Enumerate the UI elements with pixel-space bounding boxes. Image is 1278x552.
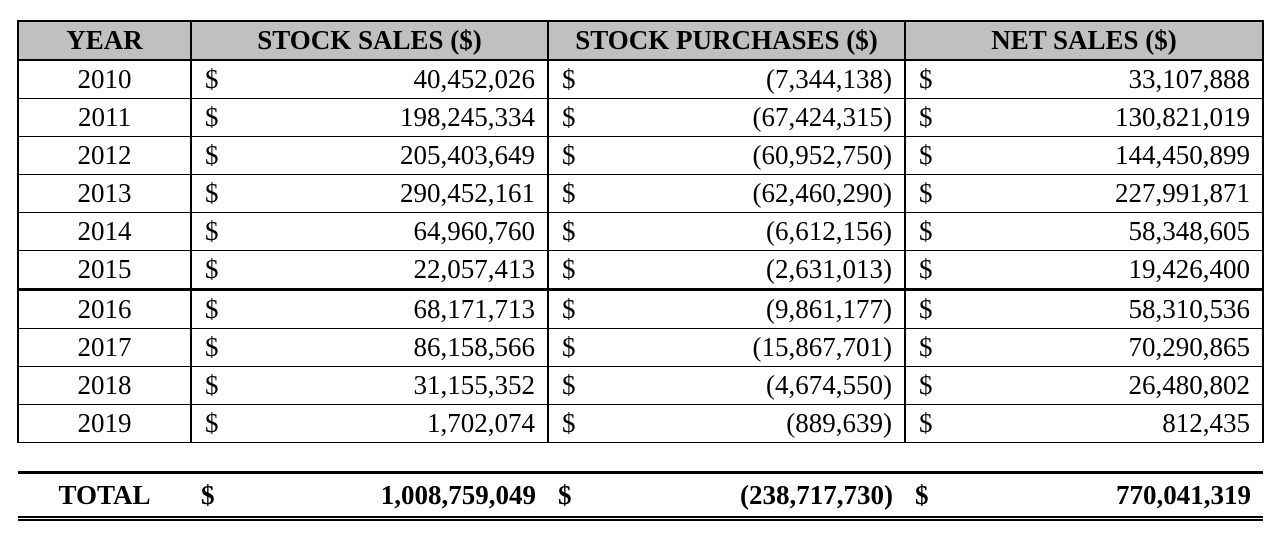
stock-purchases-cell: (2,631,013) [588, 250, 907, 291]
total-stock-purchases: (238,717,730) [588, 471, 906, 521]
net-sales-cell: 26,480,802 [945, 366, 1265, 405]
net-sales-cell: 70,290,865 [945, 328, 1265, 367]
stock-purchases-cell: (9,861,177) [588, 289, 907, 329]
currency-symbol: $ [905, 404, 946, 443]
currency-symbol: $ [548, 328, 589, 367]
currency-symbol: $ [191, 60, 231, 99]
table-row: 2017 $ 86,158,566 $ (15,867,701) $ 70,29… [17, 328, 1265, 367]
currency-symbol: $ [191, 471, 231, 521]
stock-purchases-cell: (7,344,138) [588, 60, 907, 99]
year-cell: 2016 [17, 289, 192, 329]
header-stock-purchases: STOCK PURCHASES ($) [547, 20, 907, 61]
stock-sales-cell: 22,057,413 [231, 250, 550, 291]
stock-sales-table: YEAR STOCK SALES ($) STOCK PURCHASES ($)… [17, 20, 1265, 521]
year-cell: 2014 [17, 212, 192, 251]
year-cell: 2019 [17, 404, 192, 443]
currency-symbol: $ [548, 289, 589, 329]
currency-symbol: $ [191, 98, 231, 137]
currency-symbol: $ [905, 212, 946, 251]
currency-symbol: $ [548, 250, 589, 291]
stock-sales-cell: 68,171,713 [231, 289, 550, 329]
stock-sales-cell: 40,452,026 [231, 60, 550, 99]
currency-symbol: $ [191, 289, 231, 329]
stock-sales-cell: 205,403,649 [231, 136, 550, 175]
stock-sales-cell: 86,158,566 [231, 328, 550, 367]
stock-sales-cell: 64,960,760 [231, 212, 550, 251]
year-cell: 2010 [17, 60, 192, 99]
currency-symbol: $ [548, 212, 589, 251]
stock-sales-cell: 1,702,074 [231, 404, 550, 443]
net-sales-cell: 812,435 [945, 404, 1265, 443]
header-net-sales: NET SALES ($) [904, 20, 1265, 61]
currency-symbol: $ [905, 289, 946, 329]
currency-symbol: $ [905, 136, 946, 175]
table-row: 2015 $ 22,057,413 $ (2,631,013) $ 19,426… [17, 250, 1265, 291]
header-year: YEAR [17, 20, 192, 61]
currency-symbol: $ [548, 60, 589, 99]
year-cell: 2011 [17, 98, 192, 137]
net-sales-cell: 130,821,019 [945, 98, 1265, 137]
stock-purchases-cell: (889,639) [588, 404, 907, 443]
year-cell: 2012 [17, 136, 192, 175]
currency-symbol: $ [905, 174, 946, 213]
currency-symbol: $ [905, 250, 946, 291]
total-row: TOTAL $ 1,008,759,049 $ (238,717,730) $ … [18, 471, 1264, 521]
table-row: 2016 $ 68,171,713 $ (9,861,177) $ 58,310… [17, 289, 1265, 329]
total-stock-sales: 1,008,759,049 [231, 471, 549, 521]
stock-sales-cell: 290,452,161 [231, 174, 550, 213]
net-sales-cell: 33,107,888 [945, 60, 1265, 99]
currency-symbol: $ [905, 471, 946, 521]
year-cell: 2015 [17, 250, 192, 291]
currency-symbol: $ [548, 404, 589, 443]
currency-symbol: $ [905, 366, 946, 405]
table-row: 2018 $ 31,155,352 $ (4,674,550) $ 26,480… [17, 366, 1265, 405]
currency-symbol: $ [191, 404, 231, 443]
table-row: 2010 $ 40,452,026 $ (7,344,138) $ 33,107… [17, 60, 1265, 99]
net-sales-cell: 19,426,400 [945, 250, 1265, 291]
spacer-row [18, 443, 1263, 473]
table-row: 2019 $ 1,702,074 $ (889,639) $ 812,435 [17, 404, 1265, 443]
header-stock-sales: STOCK SALES ($) [189, 20, 550, 61]
total-label: TOTAL [18, 471, 191, 521]
currency-symbol: $ [548, 471, 589, 521]
stock-purchases-cell: (62,460,290) [588, 174, 907, 213]
currency-symbol: $ [191, 250, 231, 291]
table-row: 2014 $ 64,960,760 $ (6,612,156) $ 58,348… [17, 212, 1265, 251]
net-sales-cell: 58,348,605 [945, 212, 1265, 251]
stock-purchases-cell: (15,867,701) [588, 328, 907, 367]
net-sales-cell: 144,450,899 [945, 136, 1265, 175]
currency-symbol: $ [548, 174, 589, 213]
stock-sales-cell: 198,245,334 [231, 98, 550, 137]
currency-symbol: $ [548, 136, 589, 175]
stock-purchases-cell: (67,424,315) [588, 98, 907, 137]
currency-symbol: $ [905, 60, 946, 99]
currency-symbol: $ [905, 328, 946, 367]
year-cell: 2017 [17, 328, 192, 367]
table-row: 2013 $ 290,452,161 $ (62,460,290) $ 227,… [17, 174, 1265, 213]
stock-purchases-cell: (4,674,550) [588, 366, 907, 405]
stock-sales-cell: 31,155,352 [231, 366, 550, 405]
table-row: 2011 $ 198,245,334 $ (67,424,315) $ 130,… [17, 98, 1265, 137]
table-row: 2012 $ 205,403,649 $ (60,952,750) $ 144,… [17, 136, 1265, 175]
total-net-sales: 770,041,319 [945, 471, 1264, 521]
stock-purchases-cell: (60,952,750) [588, 136, 907, 175]
currency-symbol: $ [191, 328, 231, 367]
year-cell: 2013 [17, 174, 192, 213]
currency-symbol: $ [191, 174, 231, 213]
currency-symbol: $ [191, 212, 231, 251]
header-row: YEAR STOCK SALES ($) STOCK PURCHASES ($)… [17, 20, 1265, 61]
stock-purchases-cell: (6,612,156) [588, 212, 907, 251]
net-sales-cell: 58,310,536 [945, 289, 1265, 329]
currency-symbol: $ [191, 136, 231, 175]
year-cell: 2018 [17, 366, 192, 405]
currency-symbol: $ [548, 98, 589, 137]
currency-symbol: $ [905, 98, 946, 137]
currency-symbol: $ [548, 366, 589, 405]
currency-symbol: $ [191, 366, 231, 405]
net-sales-cell: 227,991,871 [945, 174, 1265, 213]
